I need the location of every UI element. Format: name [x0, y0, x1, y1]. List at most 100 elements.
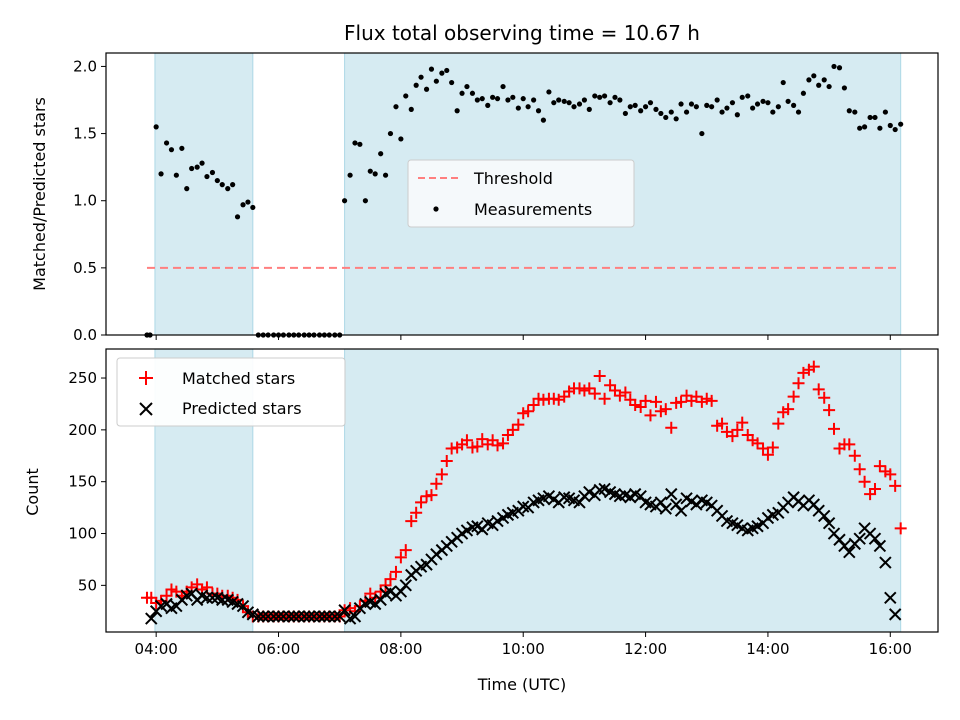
matched-star-point	[812, 383, 825, 396]
measurement-point	[785, 98, 791, 104]
matched-star-point	[675, 395, 688, 408]
measurement-point	[821, 77, 827, 83]
matched-star-point	[399, 544, 412, 557]
bottom-axes-frame	[105, 348, 939, 633]
measurement-point	[173, 172, 179, 178]
matched-star-point	[828, 422, 840, 435]
measurement-point	[770, 109, 776, 115]
predicted-star-point	[884, 591, 897, 604]
measurement-point	[724, 105, 730, 111]
measurement-point	[214, 177, 220, 184]
matched-star-point	[394, 551, 407, 564]
predicted-star-point	[873, 539, 887, 553]
x-tick-label: 14:00	[746, 640, 789, 658]
measurement-point	[357, 141, 363, 147]
matched-star-point	[476, 433, 489, 446]
x-tick-label: 16:00	[869, 640, 912, 658]
y-tick-label: 0.0	[73, 326, 97, 344]
matched-star-point	[410, 506, 423, 519]
measurement-point	[204, 173, 210, 180]
matched-star-point	[766, 441, 779, 454]
predicted-star-point	[348, 610, 362, 623]
measurement-point	[520, 96, 526, 102]
matched-star-point	[787, 390, 800, 403]
matched-star-point	[873, 460, 886, 473]
measurement-point	[240, 202, 246, 208]
measurement-point	[556, 97, 562, 103]
shaded-interval-1	[154, 52, 254, 336]
measurement-point	[750, 105, 756, 111]
matched-star-point	[160, 589, 173, 602]
matched-star-point	[853, 463, 866, 476]
measurement-point	[699, 130, 705, 137]
predicted-star-point	[843, 545, 856, 559]
legend-measurements-swatch	[433, 206, 439, 212]
legend-predicted-label: Predicted stars	[182, 399, 302, 418]
matched-star-point	[868, 482, 881, 495]
matched-star-point	[665, 421, 678, 434]
measurement-point	[658, 110, 664, 117]
matched-star-point	[430, 477, 443, 490]
measurement-point	[709, 104, 715, 110]
matched-star-point	[527, 398, 540, 411]
chart-title: Flux total observing time = 10.67 h	[344, 21, 700, 45]
matched-star-point	[491, 439, 504, 452]
legend-predicted-swatch	[139, 402, 153, 416]
matched-star-point	[629, 398, 642, 411]
matched-star-point	[705, 394, 718, 407]
top-legend: Threshold Measurements	[407, 159, 635, 228]
measurement-point	[592, 93, 598, 99]
matched-star-point	[440, 454, 453, 467]
matched-star-point	[884, 468, 897, 481]
matched-star-point	[506, 423, 519, 436]
top-axes-frame	[105, 52, 939, 336]
predicted-star-point	[307, 610, 321, 623]
matched-star-point	[405, 515, 418, 528]
measurement-point	[341, 198, 348, 204]
measurement-point	[795, 109, 802, 115]
measurement-point	[362, 198, 368, 204]
measurement-point	[760, 98, 766, 104]
x-tick-label: 04:00	[135, 640, 178, 658]
predicted-star-point	[665, 487, 678, 501]
measurement-point	[861, 124, 868, 130]
measurement-point	[367, 168, 373, 174]
measurement-point	[719, 109, 725, 115]
measurement-point	[418, 74, 424, 80]
matched-star-point	[726, 430, 739, 443]
predicted-star-point	[818, 509, 831, 523]
measurement-point	[459, 90, 465, 96]
x-tick-label: 10:00	[502, 640, 545, 658]
matched-star-point	[537, 393, 550, 406]
matched-star-point	[889, 479, 902, 492]
measurements-points	[144, 63, 904, 338]
measurement-point	[209, 169, 216, 176]
top-x-axis-ticks	[155, 335, 891, 340]
predicted-star-point	[277, 610, 290, 623]
measurement-point	[408, 106, 414, 112]
measurement-point	[387, 130, 394, 137]
predicted-star-point	[328, 610, 342, 623]
measurement-point	[219, 182, 225, 188]
measurement-point	[515, 105, 521, 111]
legend-threshold-label: Threshold	[473, 169, 553, 188]
predicted-star-point	[338, 604, 351, 617]
predicted-star-point	[145, 612, 158, 625]
matched-star-point	[818, 391, 831, 404]
predicted-star-point	[252, 610, 265, 623]
matched-star-point	[807, 360, 820, 373]
x-axis-label: Time (UTC)	[477, 675, 566, 694]
measurement-point	[872, 114, 878, 121]
matched-star-point	[512, 418, 525, 431]
y-tick-label: 0.5	[73, 259, 97, 277]
measurement-point	[382, 172, 389, 178]
matched-star-point	[823, 404, 836, 417]
measurement-point	[816, 82, 822, 88]
measurement-point	[561, 98, 567, 104]
measurement-point	[754, 101, 761, 107]
measurement-point	[693, 104, 699, 110]
measurement-point	[189, 165, 195, 172]
y-tick-label: 1.0	[73, 192, 97, 210]
measurement-point	[179, 145, 185, 151]
